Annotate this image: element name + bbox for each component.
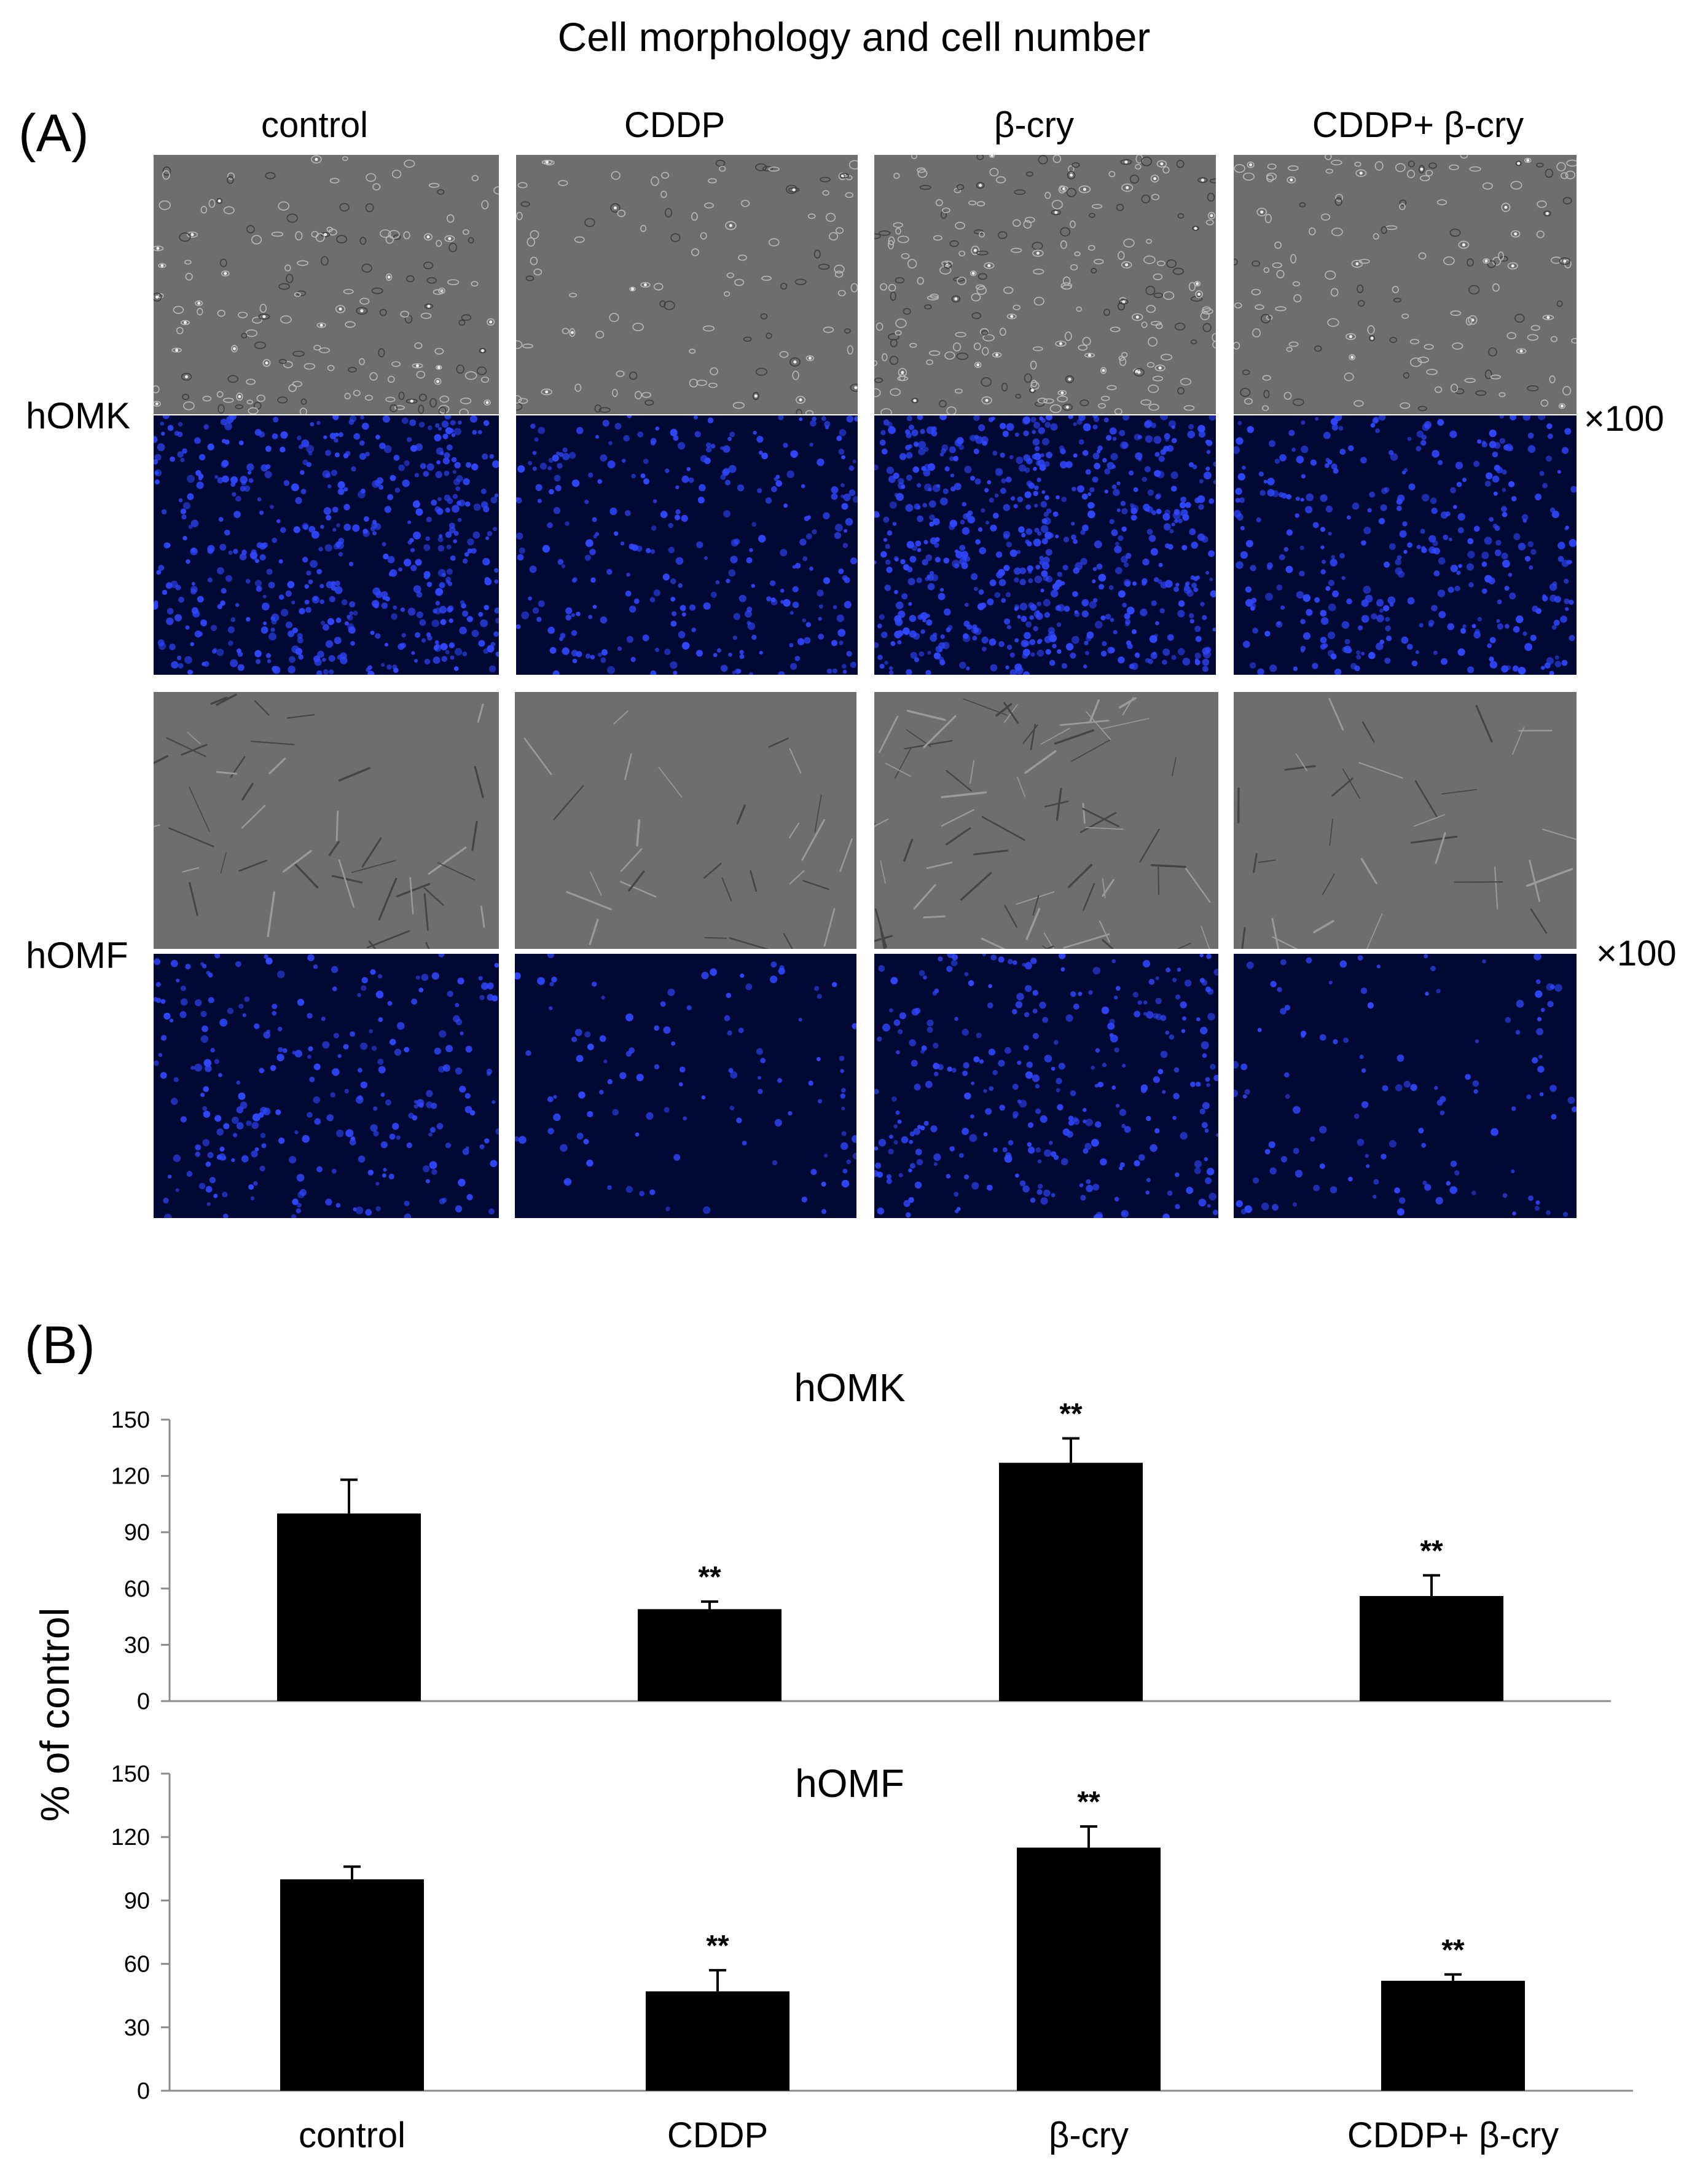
- magnification-homf: ×100: [1596, 934, 1677, 973]
- micrograph-homk-cddp-beta-cry-phase: [1234, 155, 1577, 414]
- micrograph-homk-control-dapi: [154, 415, 499, 675]
- chart-homf-bar-1: [646, 1991, 789, 2091]
- chart-homk-y-tick-label: 0: [137, 1689, 150, 1715]
- micrograph-homf-cddp-beta-cry-dapi: [1234, 954, 1577, 1218]
- chart-homk-title: hOMK: [794, 1366, 905, 1410]
- chart-homf-bar-0: [280, 1879, 424, 2091]
- x-category-label-0: control: [299, 2115, 405, 2155]
- chart-homf-significance-1: **: [706, 1930, 729, 1962]
- figure-title: Cell morphology and cell number: [557, 14, 1151, 60]
- micrograph-homk-cddp-phase: [516, 155, 858, 414]
- micrograph-homf-beta-cry-phase: [874, 692, 1218, 949]
- column-label-cddp-beta-cry: CDDP+ β-cry: [1312, 105, 1524, 145]
- chart-homf-y-tick-label: 0: [137, 2078, 150, 2104]
- chart-homk-y-tick-label: 120: [111, 1464, 150, 1490]
- chart-homk-y-tick-label: 30: [124, 1632, 150, 1658]
- chart-homf-y-tick-label: 120: [111, 1825, 150, 1850]
- micrograph-homk-beta-cry-dapi: [874, 415, 1216, 675]
- x-category-label-3: CDDP+ β-cry: [1347, 2115, 1559, 2155]
- column-label-cddp: CDDP: [624, 105, 726, 145]
- column-label-beta-cry: β-cry: [994, 105, 1074, 145]
- micrograph-homk-cddp-dapi: [516, 415, 858, 675]
- chart-homk-significance-2: **: [1059, 1398, 1083, 1431]
- chart-homf-bar-3: [1381, 1981, 1525, 2091]
- chart-homk-significance-1: **: [698, 1561, 721, 1594]
- chart-homk-y-tick-label: 60: [124, 1576, 150, 1602]
- micrograph-homf-cddp-dapi: [515, 954, 856, 1218]
- x-category-label-1: CDDP: [667, 2115, 768, 2155]
- magnification-homk: ×100: [1584, 399, 1664, 439]
- chart-homf-y-tick-label: 30: [124, 2015, 150, 2041]
- chart-homk-significance-3: **: [1420, 1535, 1443, 1567]
- micrograph-homk-beta-cry-phase: [874, 155, 1216, 414]
- x-category-label-2: β-cry: [1049, 2115, 1129, 2155]
- chart-homf-title: hOMF: [795, 1761, 904, 1806]
- chart-homk-bar-3: [1360, 1596, 1503, 1701]
- micrograph-homf-control-phase: [154, 692, 499, 949]
- micrograph-homf-control-dapi: [154, 954, 499, 1218]
- micrograph-homf-cddp-beta-cry-phase: [1234, 692, 1577, 949]
- panel-a-label: (A): [18, 104, 89, 163]
- y-axis-label: % of control: [32, 1608, 77, 1822]
- chart-homk-bar-1: [638, 1609, 782, 1701]
- panel-b-label: (B): [25, 1316, 95, 1375]
- row-label-homf: hOMF: [26, 935, 128, 976]
- row-label-homk: hOMK: [26, 395, 131, 436]
- micrograph-homk-control-phase: [154, 155, 499, 414]
- micrograph-homk-cddp-beta-cry-dapi: [1234, 415, 1577, 675]
- chart-homf-y-tick-label: 90: [124, 1888, 150, 1914]
- micrograph-homf-beta-cry-dapi: [874, 954, 1218, 1218]
- chart-homk-bar-0: [277, 1513, 421, 1701]
- column-label-control: control: [261, 105, 369, 145]
- chart-homf-y-tick-label: 60: [124, 1952, 150, 1978]
- chart-homf-bar-2: [1017, 1847, 1161, 2091]
- chart-homf-y-tick-label: 150: [111, 1761, 150, 1787]
- chart-homk-bar-2: [999, 1463, 1143, 1701]
- chart-homk-y-tick-label: 90: [124, 1520, 150, 1546]
- chart-homf-significance-2: **: [1077, 1786, 1100, 1818]
- chart-homf-significance-3: **: [1441, 1934, 1465, 1967]
- chart-homk-y-tick-label: 150: [111, 1407, 150, 1433]
- micrograph-homf-cddp-phase: [515, 692, 856, 949]
